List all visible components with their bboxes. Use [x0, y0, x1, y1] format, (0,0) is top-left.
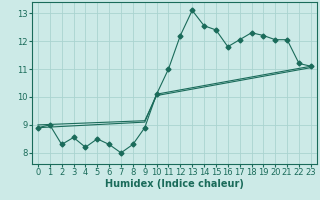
X-axis label: Humidex (Indice chaleur): Humidex (Indice chaleur): [105, 179, 244, 189]
